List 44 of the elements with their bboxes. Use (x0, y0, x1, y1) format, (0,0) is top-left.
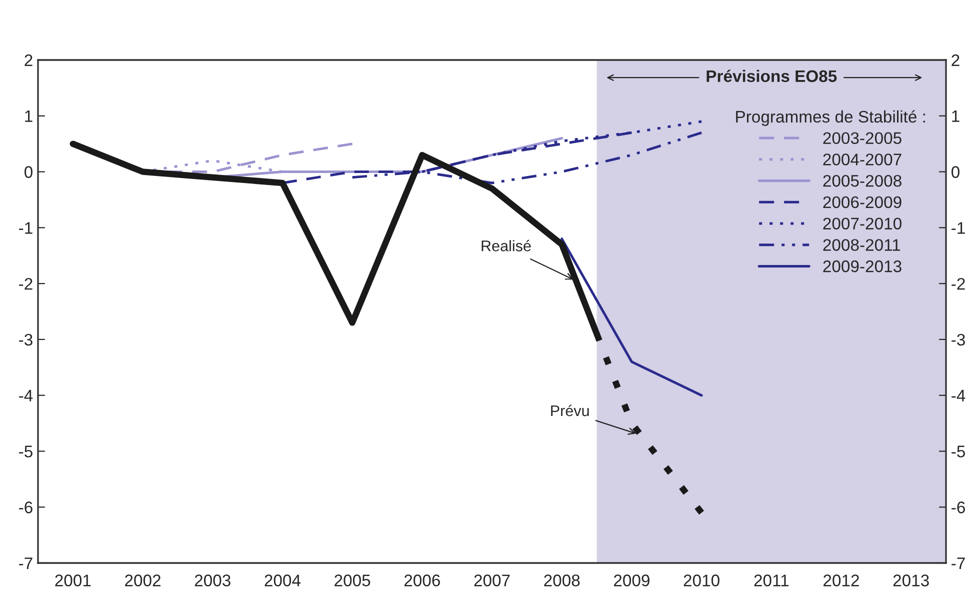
legend-label: 2007-2010 (823, 218, 902, 230)
annotation: Prévu (551, 404, 589, 416)
x-tick-label: 2002 (125, 574, 160, 586)
x-tick-label: 2008 (544, 574, 580, 586)
y2-tick-label: -7 (952, 558, 965, 570)
x-tick-label: 2012 (824, 574, 859, 586)
x-tick-label: 2013 (893, 574, 929, 586)
band-label: Prévisions EO85 (706, 70, 837, 82)
legend-label: 2009-2013 (823, 260, 902, 272)
y-tick-label: -5 (19, 446, 32, 458)
y-tick-label: 2 (24, 54, 32, 66)
legend-title: Programmes de Stabilité : (736, 110, 925, 126)
x-tick-label: 2009 (614, 574, 650, 586)
x-tick-label: 2007 (474, 574, 510, 586)
x-tick-label: 2005 (334, 574, 370, 586)
y2-tick-label: 2 (952, 54, 960, 66)
annotation: Realisé (482, 240, 531, 252)
y-tick-label: -7 (19, 558, 32, 570)
x-tick-label: 2010 (684, 574, 720, 586)
x-tick-label: 2011 (754, 574, 788, 586)
y2-tick-label: 0 (952, 166, 960, 178)
x-tick-label: 2001 (55, 574, 91, 586)
y-tick-label: -4 (19, 390, 33, 402)
x-tick-label: 2006 (404, 574, 440, 586)
legend-label: 2004-2007 (823, 154, 902, 166)
x-tick-label: 2003 (194, 574, 230, 586)
y-tick-label: 0 (24, 166, 32, 178)
legend-label: 2003-2005 (823, 132, 902, 144)
y2-tick-label: 1 (952, 110, 960, 122)
y-tick-label: -6 (19, 502, 32, 514)
y-tick-label: 1 (25, 110, 32, 122)
y2-tick-label: -4 (952, 390, 966, 402)
legend-label: 2008-2011 (823, 239, 900, 251)
x-tick-label: 2004 (264, 574, 301, 586)
y-tick-label: -3 (19, 334, 32, 346)
legend-label: 2006-2009 (823, 196, 902, 208)
y2-tick-label: -3 (952, 334, 965, 346)
y2-tick-label: -6 (952, 502, 965, 514)
y2-tick-label: -5 (952, 446, 965, 458)
y-tick-label: -2 (19, 278, 32, 290)
y2-tick-label: -2 (952, 278, 965, 290)
y2-tick-label: -1 (952, 222, 965, 234)
y-tick-label: -1 (19, 222, 32, 234)
legend-label: 2005-2008 (823, 174, 902, 187)
